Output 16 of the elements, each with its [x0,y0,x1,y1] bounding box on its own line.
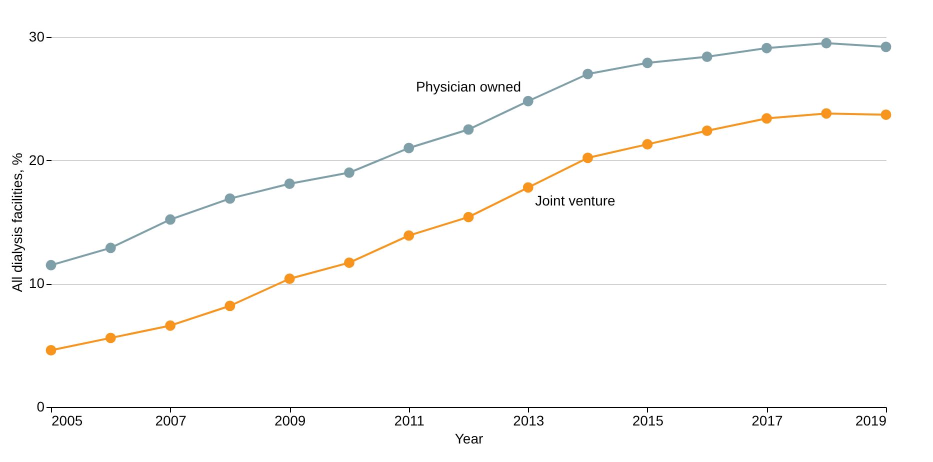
y-tick-label: 30 [28,28,45,44]
x-tick-label: 2009 [274,412,306,428]
x-tick-label: 2011 [394,412,425,428]
y-axis-title: All dialysis facilities, % [8,152,25,292]
x-tick-label: 2015 [632,412,664,428]
x-tick-label: 2007 [155,412,187,428]
y-tick-label: 0 [36,398,45,414]
series-label: Physician owned [416,78,522,94]
x-tick-label: 2019 [855,412,887,428]
y-tick-label: 10 [28,275,45,292]
x-tick-label: 2013 [513,412,544,428]
x-tick-label: 2017 [752,412,783,428]
x-tick-label: 2005 [52,412,83,428]
series-label: Joint venture [535,192,616,208]
x-axis-title: Year [454,430,484,446]
y-tick-label: 20 [28,152,45,168]
